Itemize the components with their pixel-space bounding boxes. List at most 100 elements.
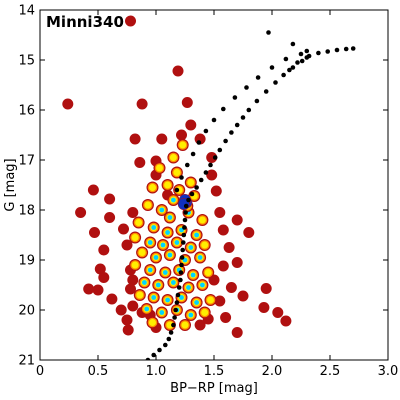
isochrone-point	[175, 292, 181, 298]
cluster-member-point	[147, 221, 160, 234]
field-star-point	[272, 307, 284, 318]
member-ring-mid	[204, 269, 212, 276]
member-ring-high	[194, 300, 200, 305]
isochrone-point	[151, 352, 156, 358]
isochrone-point	[166, 336, 172, 342]
member-ring-mid	[156, 164, 163, 172]
field-star-point	[92, 284, 104, 296]
field-star-point	[194, 319, 206, 331]
cluster-member-point	[129, 259, 142, 271]
cluster-member-point	[167, 194, 180, 206]
field-star-point	[237, 290, 249, 302]
member-ring-mid	[166, 321, 174, 329]
isochrone-point	[174, 300, 180, 305]
cluster-member-point	[132, 216, 145, 229]
ticks-layer: 0 0.5 1.0 1.5 2.0 2.5 3.0 14 15 16 17 18 19 20 21	[18, 4, 398, 380]
member-ring-high	[142, 280, 147, 285]
cluster-member-point	[155, 204, 168, 216]
member-ring-high	[171, 197, 176, 203]
y-tick-label: 19	[18, 254, 35, 269]
member-ring-high	[147, 267, 153, 273]
cluster-member-point	[129, 231, 142, 244]
member-ring-mid	[136, 291, 144, 299]
isochrone-point	[185, 162, 190, 168]
field-star-point	[206, 152, 218, 163]
isochrone-point	[181, 232, 187, 238]
y-tick-label: 16	[18, 104, 35, 119]
member-ring-high	[174, 240, 180, 245]
field-star-point	[121, 314, 133, 326]
cluster-member-point	[146, 316, 159, 329]
cluster-member-point	[147, 291, 160, 304]
cluster-member-point	[196, 279, 209, 291]
member-ring-high	[153, 255, 159, 260]
isochrone-point	[287, 67, 292, 73]
member-ring-high	[186, 285, 191, 290]
isochrone-point	[232, 95, 238, 100]
isochrone-point	[178, 277, 183, 283]
field-star-point	[185, 119, 197, 131]
member-ring-high	[188, 312, 194, 318]
isochrone-point	[196, 140, 202, 145]
cluster-member-point	[184, 241, 197, 254]
field-star-point	[172, 65, 184, 77]
member-ring-mid	[149, 319, 156, 326]
isochrone-point	[183, 203, 189, 209]
cluster-member-point	[159, 266, 172, 279]
member-ring-mid	[135, 219, 143, 226]
field-star-point	[122, 324, 134, 336]
field-star-point	[217, 224, 229, 236]
isochrone-point	[186, 197, 191, 203]
field-star-point	[214, 207, 226, 218]
isochrone-point	[212, 155, 218, 160]
cluster-member-point	[161, 179, 174, 191]
cluster-member-point	[184, 176, 197, 189]
isochrone-point	[266, 30, 271, 35]
cluster-member-point	[204, 294, 217, 306]
isochrone-point	[244, 85, 249, 90]
cluster-member-point	[136, 246, 149, 259]
isochrone-point	[217, 147, 223, 153]
field-star-point	[231, 327, 243, 338]
field-star-point	[106, 293, 118, 305]
field-star-point	[121, 239, 133, 251]
isochrone-point	[157, 347, 162, 353]
field-star-point	[87, 184, 99, 196]
cluster-member-point	[146, 181, 159, 194]
field-star-point	[258, 302, 270, 313]
isochrone-point	[182, 225, 187, 230]
isochrone-point	[299, 58, 305, 64]
y-axis-label: G [mag]	[3, 158, 18, 211]
member-ring-mid	[173, 169, 181, 176]
cluster-members-layer	[129, 139, 217, 331]
field-star-point	[217, 260, 229, 272]
field-star-point	[243, 227, 255, 238]
isochrone-point	[198, 177, 204, 183]
isochrone-point	[183, 210, 188, 215]
isochrone-point	[304, 48, 310, 54]
field-star-point	[98, 272, 110, 283]
field-star-point	[89, 227, 100, 238]
cluster-member-point	[161, 226, 174, 239]
isochrone-point	[246, 107, 252, 113]
field-star-point	[220, 312, 232, 323]
isochrone-point	[281, 72, 286, 78]
field-star-point	[62, 98, 74, 110]
isochrone-point	[168, 330, 174, 335]
cluster-member-point	[138, 276, 151, 289]
isochrone-point	[325, 49, 331, 54]
cluster-member-point	[179, 319, 191, 331]
cluster-member-point	[150, 251, 162, 264]
field-star-point	[156, 133, 168, 145]
cluster-member-point	[170, 166, 183, 179]
member-ring-high	[197, 255, 203, 260]
member-ring-high	[190, 272, 196, 278]
member-ring-high	[160, 242, 166, 248]
member-ring-mid	[131, 234, 139, 241]
member-ring-mid	[187, 179, 195, 186]
cluster-member-point	[141, 199, 154, 211]
member-ring-mid	[144, 201, 152, 209]
cluster-member-point	[153, 162, 166, 174]
field-star-point	[225, 282, 237, 293]
cluster-member-point	[144, 264, 157, 276]
